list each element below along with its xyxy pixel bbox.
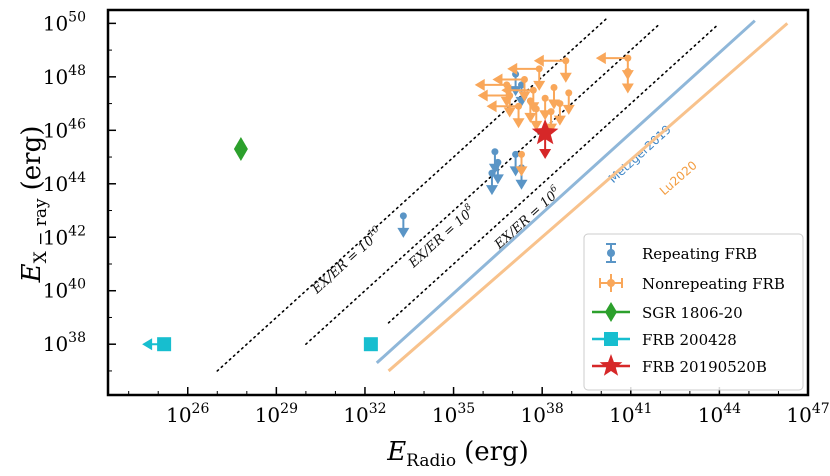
legend-entry-sgr: SGR 1806-20: [592, 302, 743, 322]
x-axis-title: ERadio (erg): [386, 437, 529, 471]
x-limit-arrowhead: [533, 54, 544, 67]
legend: Repeating FRB Nonrepeating FRB SGR 1806-…: [583, 233, 804, 391]
axis-ticks: 1026 1029 1032 1035 1038 1041 1044 1047 1038 1040…: [43, 9, 830, 427]
repeating-frb-point-5: [512, 150, 520, 158]
upper-limit-arrowhead: [530, 120, 543, 131]
repeating-frb-point-4: [488, 169, 496, 177]
y-axis-title: EX − ray(erg): [17, 126, 51, 284]
nonrepeating-frb-point-8: [526, 97, 534, 105]
legend-entry-repeating-frb: Repeating FRB: [606, 243, 757, 263]
upper-limit-arrowhead: [515, 179, 528, 190]
y-tick-label-4: 1046: [43, 116, 86, 142]
x-tick-label-6: 1044: [698, 401, 741, 427]
x-limit-arrowhead: [486, 100, 497, 113]
repeating-frb-point-3: [494, 158, 502, 166]
upper-limit-arrowhead: [621, 83, 634, 94]
upper-limit-arrowhead: [503, 107, 516, 118]
nonrepeating-frb-point-3: [535, 65, 543, 73]
x-limit-arrowhead: [477, 89, 488, 102]
model-line-metzger2019: [375, 19, 756, 365]
upper-limit-arrowhead: [397, 227, 410, 238]
upper-limit-arrowhead: [562, 104, 575, 115]
legend-entry-frb20190520b: FRB 20190520B: [592, 354, 767, 376]
nonrepeating-frb-point-12: [556, 100, 564, 108]
y-tick-label-0: 1038: [43, 330, 86, 356]
y-tick-label-3: 1044: [43, 170, 86, 196]
x-tick-label-7: 1047: [786, 401, 829, 427]
upper-limit-arrowhead: [553, 115, 566, 126]
frb-200428-point-1: [363, 337, 378, 352]
repeating-frb-point-7: [399, 212, 407, 220]
x-tick-label-3: 1035: [432, 401, 475, 427]
x-limit-arrowhead: [507, 62, 518, 75]
ratio-line-2: [387, 25, 718, 324]
y-tick-label-6: 1050: [43, 9, 86, 35]
sgr-1806-20-point-0: [233, 137, 248, 162]
upper-limit-arrowhead: [515, 166, 528, 177]
legend-entry-frb200428: FRB 200428: [592, 331, 737, 349]
x-tick-label-4: 1038: [521, 401, 564, 427]
model-line-lu2020: [387, 22, 789, 373]
nonrepeating-frb-point-1: [624, 54, 632, 62]
legend-label-repeating: Repeating FRB: [642, 245, 757, 263]
nonrepeating-frb-point-11: [541, 94, 549, 102]
repeating-frb-point-2: [491, 148, 499, 156]
nonrepeating-frb-point-15: [547, 108, 555, 116]
nonrepeating-frb-point-9: [550, 84, 558, 92]
nonrepeating-frb-point-7: [506, 92, 514, 100]
nonrepeating-frb-point-13: [515, 102, 523, 110]
upper-limit-arrowhead: [512, 118, 525, 129]
upper-limit-arrowhead: [533, 80, 546, 91]
x-tick-label-0: 1026: [166, 401, 209, 427]
nonrepeating-frb-point-4: [520, 76, 528, 84]
upper-limit-arrowhead: [518, 91, 531, 102]
frb-200428-point-0: [157, 337, 172, 352]
x-tick-label-1: 1029: [255, 401, 298, 427]
upper-limit-arrowhead: [539, 148, 552, 159]
legend-marker-sgr: [592, 302, 630, 322]
nonrepeating-frb-point-6: [529, 86, 537, 94]
nonrepeating-frb-point-2: [624, 67, 632, 75]
frb-20190520b-point-0: [531, 119, 559, 145]
x-tick-label-5: 1041: [609, 401, 652, 427]
legend-frame: [583, 233, 804, 391]
ratio-line-0: [216, 17, 608, 372]
legend-marker-nonrepeating: [599, 274, 623, 292]
x-limit-arrowhead: [142, 338, 153, 351]
y-tick-label-1: 1040: [43, 277, 86, 303]
upper-limit-arrowhead: [524, 112, 537, 123]
legend-entry-nonrepeating-frb: Nonrepeating FRB: [599, 274, 785, 293]
legend-label-sgr: SGR 1806-20: [642, 304, 743, 322]
nonrepeating-frb-point-14: [532, 105, 540, 113]
x-limit-arrowhead: [595, 52, 606, 65]
x-limit-arrowhead: [474, 78, 485, 91]
repeating-frb-point-1: [518, 81, 526, 89]
upper-limit-arrowhead: [485, 185, 498, 196]
x-tick-label-2: 1032: [343, 401, 386, 427]
legend-label-nonrepeating: Nonrepeating FRB: [642, 275, 785, 293]
legend-marker-frb200428: [592, 332, 630, 346]
upper-limit-arrowhead: [491, 174, 504, 185]
y-tick-label-5: 1048: [43, 63, 86, 89]
legend-label-frb20190520b: FRB 20190520B: [642, 358, 767, 376]
nonrepeating-frb-point-0: [562, 57, 570, 65]
legend-label-frb200428: FRB 200428: [642, 331, 737, 349]
nonrepeating-frb-point-16: [518, 150, 526, 158]
plot-frame: [106, 8, 810, 397]
legend-marker-frb20190520b: [592, 354, 630, 376]
legend-marker-repeating: [606, 243, 616, 263]
upper-limit-arrowhead: [559, 72, 572, 83]
nonrepeating-frb-point-10: [565, 89, 573, 97]
y-tick-label-2: 1042: [43, 223, 86, 249]
x-limit-arrowhead: [492, 73, 503, 86]
